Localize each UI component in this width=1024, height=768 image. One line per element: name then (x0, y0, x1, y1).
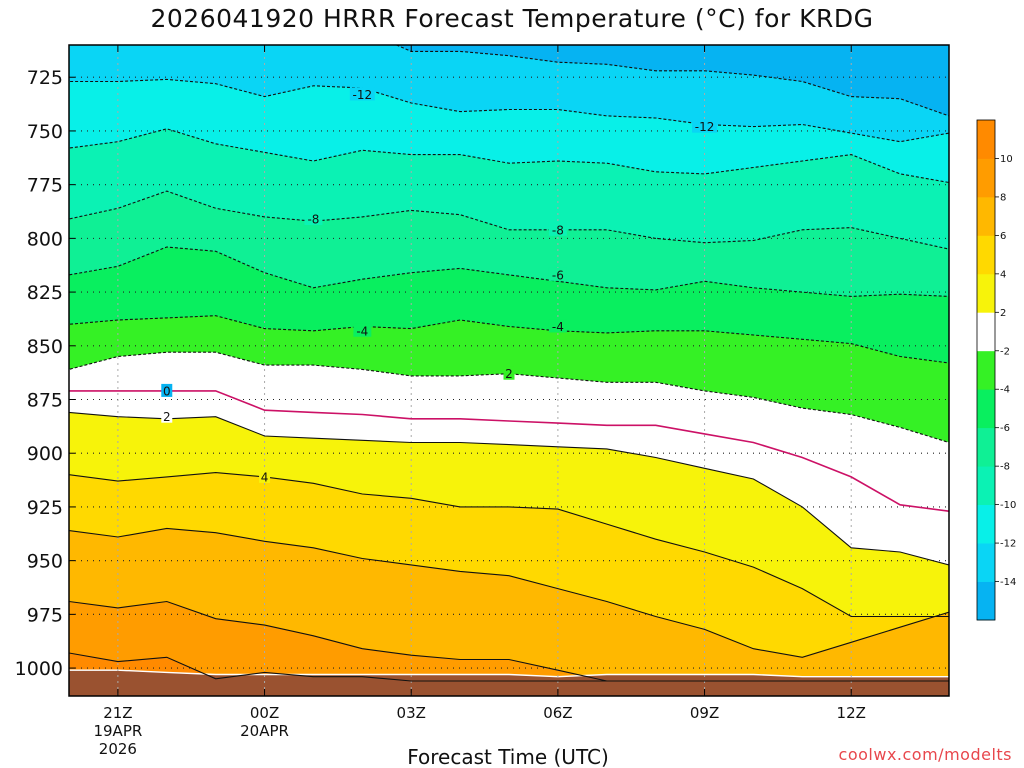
isotherm-6 (69, 527, 949, 658)
contour-label-bg (503, 366, 515, 380)
isotherm--4 (69, 315, 949, 364)
colorbar-segment--2 (977, 312, 995, 352)
colorbar: -14 -12 -10 -8 -6 -4 -2 2 4 6 8 10 (976, 119, 1016, 621)
x-tick-label: 12Z (837, 704, 866, 722)
isotherm-0 (69, 390, 949, 513)
y-tick-label: 950 (27, 551, 63, 573)
colorbar-label: -8 (1000, 462, 1010, 473)
y-tick-label: 975 (27, 604, 63, 626)
contour-label-bg (161, 383, 173, 397)
colorbar-label: -2 (1000, 346, 1010, 357)
colorbar-label: -6 (1000, 423, 1010, 434)
colorbar-segment--10 (977, 466, 995, 506)
contour-label-bg (259, 469, 271, 483)
contour-label-bg (304, 212, 323, 226)
plot-frame (68, 44, 950, 697)
contour-labels: -12 -12 -8 -8 -6 -4 -4 2 0 2 4 (161, 87, 718, 484)
x-tick-label: 03Z (397, 704, 426, 722)
colorbar-segment--12 (977, 504, 995, 544)
isotherm--10 (69, 128, 949, 184)
isotherm-lines (69, 45, 949, 682)
y-tick-label: 725 (27, 67, 63, 89)
colorbar-segment-2 (977, 273, 995, 313)
x-tick-date: 20APR (240, 722, 289, 740)
contour-label: 2 (505, 367, 513, 381)
colorbar-label: 4 (1000, 269, 1006, 280)
isotherm-10 (69, 652, 949, 682)
y-tick-label: 925 (27, 497, 63, 519)
contour-label: 0 (163, 384, 171, 398)
y-tick-label: 825 (27, 282, 63, 304)
contour-label-bg (548, 267, 567, 281)
ground-layer (69, 669, 949, 696)
contour-label-bg (548, 222, 567, 236)
colorbar-label: 6 (1000, 231, 1006, 242)
isotherm-2 (69, 411, 949, 566)
x-tick-label: 00Z (250, 704, 279, 722)
time-gridlines (117, 45, 852, 696)
colorbar-label: -4 (1000, 385, 1010, 396)
chart-title: 2026041920 HRRR Forecast Temperature (°C… (150, 4, 873, 33)
colorbar-segment--6 (977, 389, 995, 429)
y-tick-label: 750 (27, 121, 63, 143)
surface-line (69, 669, 949, 678)
contour-label: -8 (307, 213, 319, 227)
colorbar-segment--16 (977, 581, 995, 621)
y-axis: 725 750 775 800 825 850 875 900 925 950 975 1000 (15, 67, 75, 680)
colorbar-frame (976, 119, 996, 621)
isotherm--2 (69, 351, 949, 444)
isotherm--6 (69, 246, 949, 297)
contour-label: 2 (163, 410, 171, 424)
isotherm-4 (69, 472, 949, 618)
contour-label: -8 (552, 223, 564, 237)
contour-label: -12 (353, 88, 373, 102)
y-tick-label: 800 (27, 228, 63, 250)
contour-label: -12 (695, 120, 715, 134)
colorbar-label: -10 (1000, 500, 1016, 511)
colorbar-segment-10 (977, 120, 995, 159)
colorbar-label: 10 (1000, 154, 1013, 165)
colorbar-segment--8 (977, 427, 995, 467)
contour-label-bg (349, 87, 375, 101)
contour-label: 4 (261, 470, 269, 484)
band-8-to-10 (69, 601, 949, 696)
contour-label-bg (353, 323, 372, 337)
colorbar-segment-4 (977, 235, 995, 275)
x-axis-label: Forecast Time (UTC) (407, 745, 609, 768)
y-tick-label: 875 (27, 390, 63, 412)
colorbar-label: 2 (1000, 308, 1006, 319)
x-tick-year: 2026 (99, 740, 137, 758)
ground-surface (69, 670, 949, 696)
isotherm--12 (69, 78, 949, 143)
x-tick-date: 19APR (93, 722, 142, 740)
colorbar-segment--14 (977, 543, 995, 582)
contour-label: -6 (552, 268, 564, 282)
colorbar-label: -12 (1000, 539, 1016, 550)
credit-link[interactable]: coolwx.com/modelts (839, 745, 1012, 764)
y-tick-label: 1000 (15, 658, 63, 680)
colorbar-label: 8 (1000, 192, 1006, 203)
x-tick-label: 06Z (543, 704, 572, 722)
y-tick-label: 850 (27, 336, 63, 358)
contour-label-bg (548, 319, 567, 333)
contour-label-bg (161, 409, 173, 423)
contour-label: -4 (552, 320, 564, 334)
contour-label: -4 (356, 324, 368, 338)
contour-label-bg (692, 119, 718, 133)
isotherm--8 (69, 190, 949, 250)
colorbar-label: -14 (1000, 577, 1016, 588)
x-tick-label: 21Z (103, 704, 132, 722)
y-tick-label: 775 (27, 175, 63, 197)
colorbar-segment-6 (977, 196, 995, 236)
plot-area: -12 -12 -8 -8 -6 -4 -4 2 0 2 4 (69, 45, 949, 696)
x-tick-label: 09Z (690, 704, 719, 722)
y-tick-label: 900 (27, 443, 63, 465)
colorbar-segment-8 (977, 158, 995, 198)
colorbar-segment--4 (977, 350, 995, 390)
